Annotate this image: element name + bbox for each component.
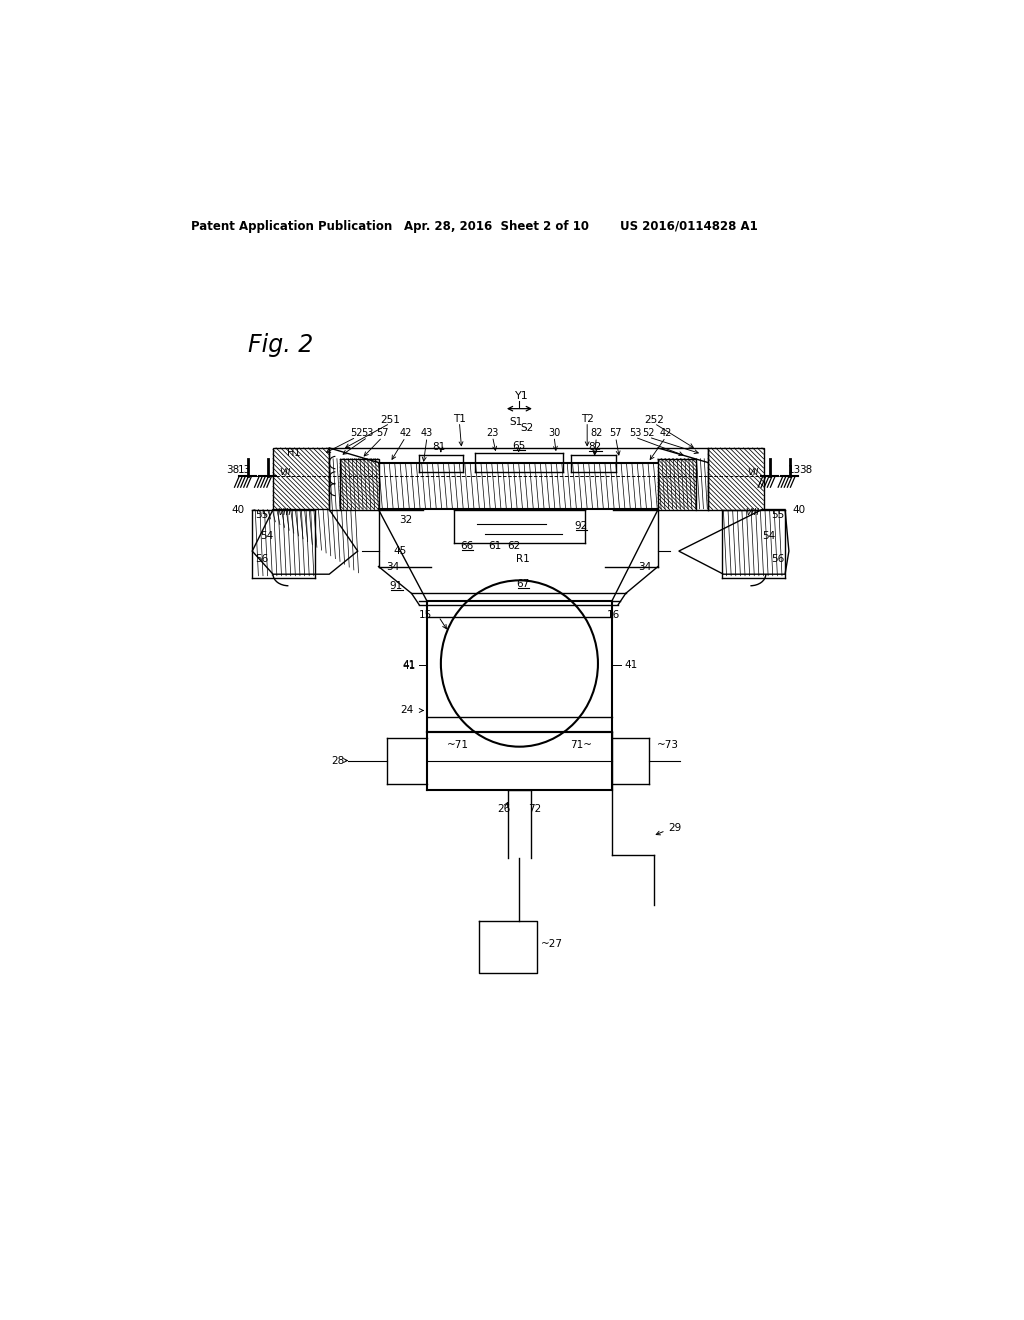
Text: 62: 62 — [508, 541, 520, 550]
Text: 72: 72 — [528, 804, 542, 814]
Text: 42: 42 — [399, 428, 412, 438]
Text: 61: 61 — [488, 541, 502, 550]
Polygon shape — [658, 459, 695, 510]
Text: 57: 57 — [376, 428, 388, 438]
Text: 65: 65 — [512, 441, 525, 451]
Text: 13: 13 — [238, 465, 251, 475]
Text: S2: S2 — [520, 422, 534, 433]
Text: 38: 38 — [799, 465, 812, 475]
Text: 53: 53 — [361, 428, 374, 438]
Text: 43: 43 — [421, 428, 433, 438]
Text: 67: 67 — [517, 579, 529, 589]
Text: 54: 54 — [762, 531, 775, 541]
Text: 38: 38 — [226, 465, 240, 475]
Text: VIII: VIII — [278, 508, 292, 517]
Text: 24: 24 — [400, 705, 414, 715]
Text: ~71: ~71 — [446, 741, 469, 750]
Text: 34: 34 — [386, 561, 399, 572]
Text: 66: 66 — [461, 541, 474, 550]
Text: ~73: ~73 — [656, 741, 679, 750]
Text: 52: 52 — [350, 428, 362, 438]
Text: Y1: Y1 — [515, 391, 528, 400]
Text: 54: 54 — [260, 531, 273, 541]
Text: 56: 56 — [255, 554, 268, 564]
Text: 56: 56 — [771, 554, 784, 564]
Text: 55: 55 — [771, 510, 784, 520]
Text: 42: 42 — [659, 428, 672, 438]
Polygon shape — [679, 510, 788, 574]
Text: Patent Application Publication: Patent Application Publication — [190, 219, 392, 232]
Text: T1: T1 — [453, 413, 466, 424]
Text: VIII: VIII — [745, 508, 760, 517]
Text: US 2016/0114828 A1: US 2016/0114828 A1 — [620, 219, 758, 232]
Text: 40: 40 — [793, 506, 806, 515]
Text: Apr. 28, 2016  Sheet 2 of 10: Apr. 28, 2016 Sheet 2 of 10 — [403, 219, 589, 232]
Polygon shape — [708, 447, 764, 510]
Text: ~27: ~27 — [541, 939, 563, 949]
Text: 28: 28 — [332, 755, 345, 766]
Text: 41: 41 — [402, 660, 416, 671]
Text: 30: 30 — [548, 428, 560, 438]
Text: 55: 55 — [255, 510, 268, 520]
Text: 32: 32 — [399, 515, 413, 525]
Text: 91: 91 — [389, 581, 402, 591]
Text: T2: T2 — [581, 413, 594, 424]
Text: H1: H1 — [287, 447, 301, 458]
Text: 81: 81 — [432, 442, 445, 453]
Text: 13: 13 — [787, 465, 801, 475]
Text: 45: 45 — [393, 546, 407, 556]
Text: S1: S1 — [509, 417, 522, 426]
Text: Fig. 2: Fig. 2 — [248, 333, 313, 356]
Text: 26: 26 — [498, 804, 511, 814]
Text: VII: VII — [279, 469, 290, 477]
Text: 29: 29 — [668, 824, 681, 833]
Text: 15: 15 — [419, 610, 432, 620]
Polygon shape — [252, 510, 357, 574]
Text: 23: 23 — [486, 428, 499, 438]
Text: 71~: 71~ — [570, 741, 592, 750]
Text: 251: 251 — [380, 416, 400, 425]
Text: 82: 82 — [588, 442, 601, 453]
Text: 34: 34 — [638, 561, 651, 572]
Text: 53: 53 — [629, 428, 641, 438]
Polygon shape — [340, 459, 379, 510]
Polygon shape — [273, 447, 330, 510]
Text: 52: 52 — [642, 428, 655, 438]
Text: 92: 92 — [574, 520, 588, 531]
Text: 41: 41 — [402, 661, 416, 671]
Text: 252: 252 — [644, 416, 665, 425]
Text: R1: R1 — [516, 554, 530, 564]
Text: 16: 16 — [606, 610, 620, 620]
Text: 41: 41 — [625, 660, 638, 671]
Text: 40: 40 — [231, 506, 245, 515]
Text: 57: 57 — [609, 428, 622, 438]
Text: VII: VII — [748, 469, 759, 477]
Text: 82: 82 — [590, 428, 602, 438]
